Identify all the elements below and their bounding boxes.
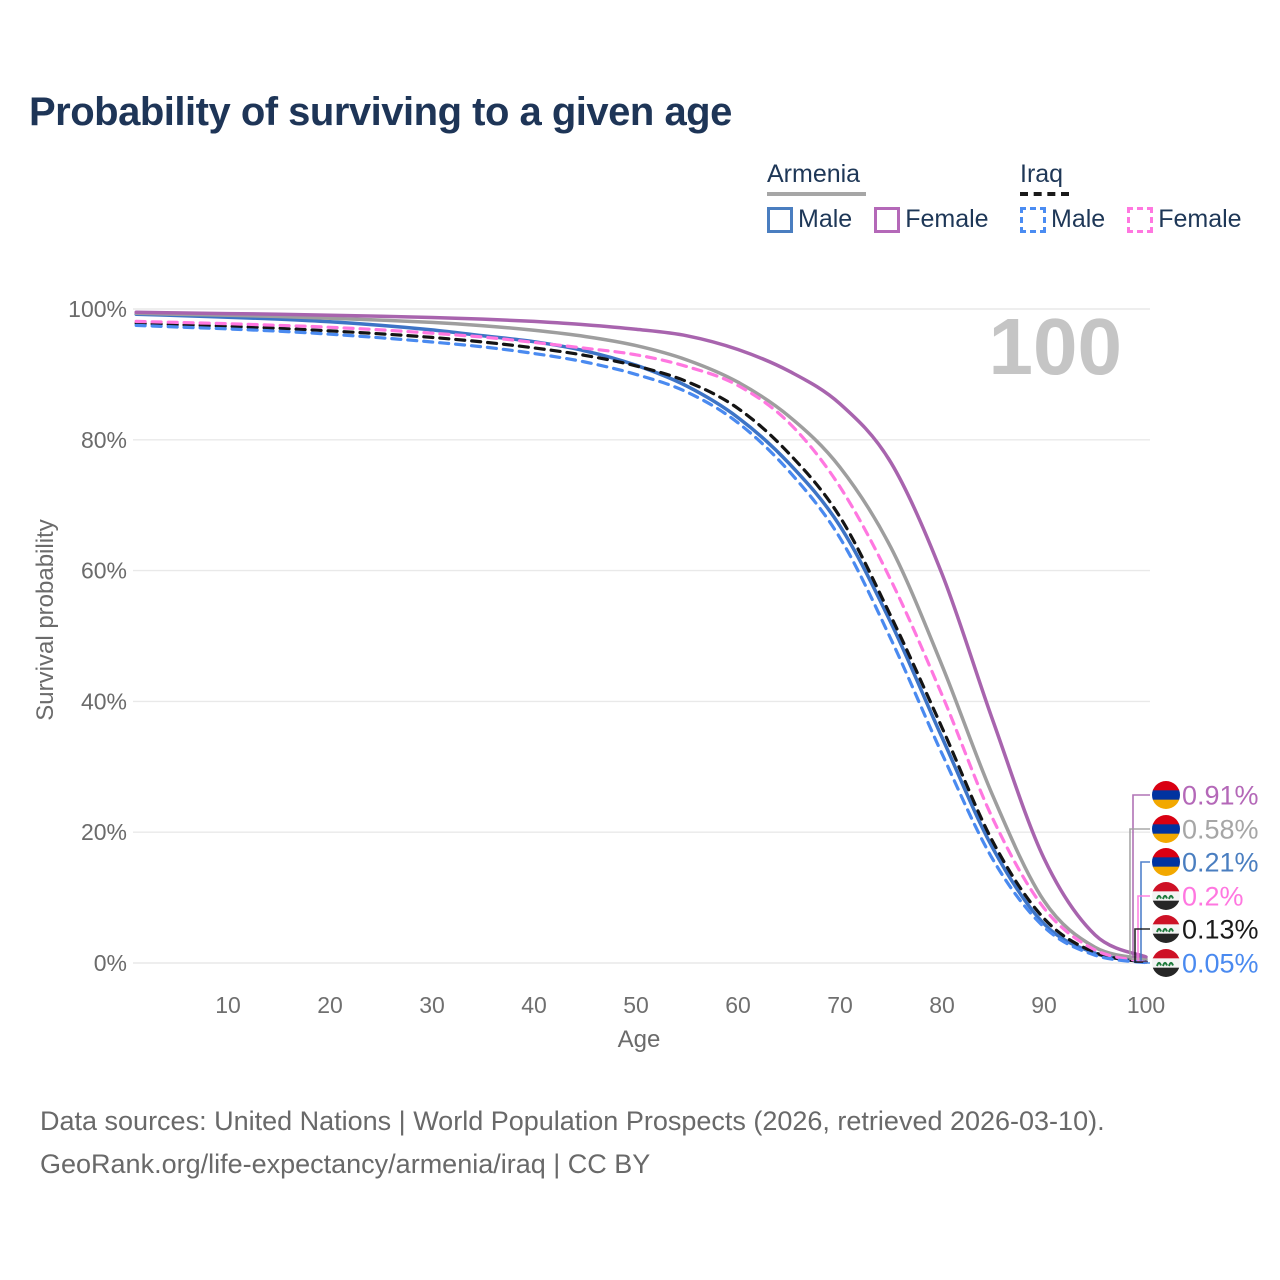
end-value-label-iraq-male: 0.05% bbox=[1182, 949, 1259, 979]
end-value-label-armenia-female: 0.91% bbox=[1182, 781, 1259, 811]
armenia-flag-icon bbox=[1152, 781, 1180, 809]
footer: Data sources: United Nations | World Pop… bbox=[40, 1106, 1105, 1192]
legend-group-iraq: Iraq Male Female bbox=[1020, 160, 1242, 234]
legend-item-armenia-male[interactable]: Male bbox=[767, 205, 852, 234]
armenia-male-swatch-icon bbox=[767, 206, 793, 233]
end-value-label-iraq-both-sexes-: 0.13% bbox=[1182, 915, 1259, 945]
x-tick-label: 20 bbox=[317, 992, 343, 1018]
armenia-female-swatch-icon bbox=[874, 206, 901, 233]
series-curve-iraq-both-sexes- bbox=[134, 321, 1148, 964]
iraq-male-swatch-icon bbox=[1020, 206, 1046, 233]
legend-row-iraq: Male Female bbox=[1020, 205, 1242, 234]
y-tick-label: 80% bbox=[81, 427, 127, 453]
legend-group-armenia: Armenia Male Female bbox=[767, 160, 989, 234]
legend-country-label: Armenia bbox=[767, 160, 861, 188]
iraq-flag-icon bbox=[1152, 949, 1180, 977]
series-curve-iraq-male bbox=[134, 323, 1148, 965]
legend-country-iraq[interactable]: Iraq bbox=[1020, 160, 1070, 196]
footer-data-sources: Data sources: United Nations | World Pop… bbox=[40, 1106, 1105, 1136]
x-tick-label: 30 bbox=[419, 992, 445, 1018]
y-tick-label: 20% bbox=[81, 819, 127, 845]
legend-item-label: Female bbox=[905, 205, 989, 233]
iraq-flag-icon bbox=[1152, 882, 1180, 910]
x-axis-title: Age bbox=[617, 1026, 661, 1053]
series-curve-iraq-female bbox=[134, 319, 1148, 964]
legend-item-label: Female bbox=[1158, 205, 1242, 233]
x-tick-label: 90 bbox=[1031, 992, 1057, 1018]
x-tick-label: 10 bbox=[215, 992, 241, 1018]
y-tick-label: 0% bbox=[94, 950, 127, 976]
legend-item-label: Male bbox=[1051, 205, 1106, 233]
series-curve-armenia-male bbox=[134, 312, 1148, 964]
legend-country-armenia[interactable]: Armenia bbox=[767, 160, 867, 196]
armenia-flag-icon bbox=[1152, 848, 1180, 876]
end-label-connector bbox=[1132, 794, 1150, 958]
legend-item-iraq-female[interactable]: Female bbox=[1127, 205, 1242, 234]
x-tick-label: 80 bbox=[929, 992, 955, 1018]
x-tick-label: 50 bbox=[623, 992, 649, 1018]
x-tick-label: 40 bbox=[521, 992, 547, 1018]
iraq-script-glyph bbox=[1156, 927, 1174, 933]
legend-item-iraq-male[interactable]: Male bbox=[1020, 205, 1105, 234]
x-tick-label: 70 bbox=[827, 992, 853, 1018]
y-tick-label: 40% bbox=[81, 688, 127, 714]
iraq-flag-icon bbox=[1152, 915, 1180, 943]
x-tick-label: 60 bbox=[725, 992, 751, 1018]
legend-row-armenia: Male Female bbox=[767, 205, 989, 234]
iraq-female-swatch-icon bbox=[1127, 206, 1154, 233]
footer-attribution: GeoRank.org/life-expectancy/armenia/iraq… bbox=[40, 1149, 651, 1179]
y-tick-label: 100% bbox=[68, 296, 127, 322]
legend-item-label: Male bbox=[798, 205, 853, 233]
age-watermark: 100 bbox=[989, 302, 1122, 391]
y-tick-label: 60% bbox=[81, 558, 127, 584]
end-value-label-armenia-male: 0.21% bbox=[1182, 848, 1259, 878]
end-label-connector bbox=[1134, 928, 1150, 963]
end-label-connector bbox=[1140, 861, 1150, 963]
legend-country-label: Iraq bbox=[1020, 160, 1064, 188]
iraq-script-glyph bbox=[1156, 894, 1174, 900]
x-tick-label: 100 bbox=[1127, 992, 1165, 1018]
legend-item-armenia-female[interactable]: Female bbox=[874, 205, 989, 234]
end-value-label-iraq-female: 0.2% bbox=[1182, 882, 1244, 912]
page-title: Probability of surviving to a given age bbox=[29, 90, 732, 134]
armenia-flag-icon bbox=[1152, 815, 1180, 843]
series-curve-armenia-both-sexes- bbox=[134, 311, 1148, 961]
series-curve-armenia-female bbox=[134, 310, 1148, 959]
iraq-script-glyph bbox=[1156, 961, 1174, 967]
end-value-label-armenia-both-sexes-: 0.58% bbox=[1182, 815, 1259, 845]
